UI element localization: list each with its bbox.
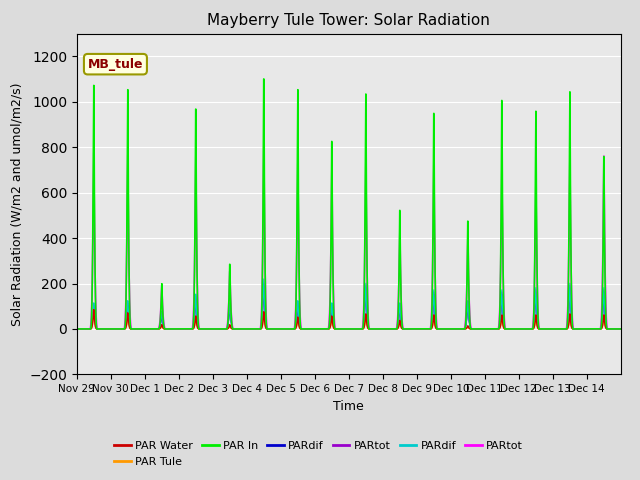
Text: MB_tule: MB_tule: [88, 58, 143, 71]
Title: Mayberry Tule Tower: Solar Radiation: Mayberry Tule Tower: Solar Radiation: [207, 13, 490, 28]
Y-axis label: Solar Radiation (W/m2 and umol/m2/s): Solar Radiation (W/m2 and umol/m2/s): [11, 82, 24, 326]
Legend: PAR Water, PAR Tule, PAR In, PARdif, PARtot, PARdif, PARtot: PAR Water, PAR Tule, PAR In, PARdif, PAR…: [109, 437, 528, 471]
X-axis label: Time: Time: [333, 400, 364, 413]
